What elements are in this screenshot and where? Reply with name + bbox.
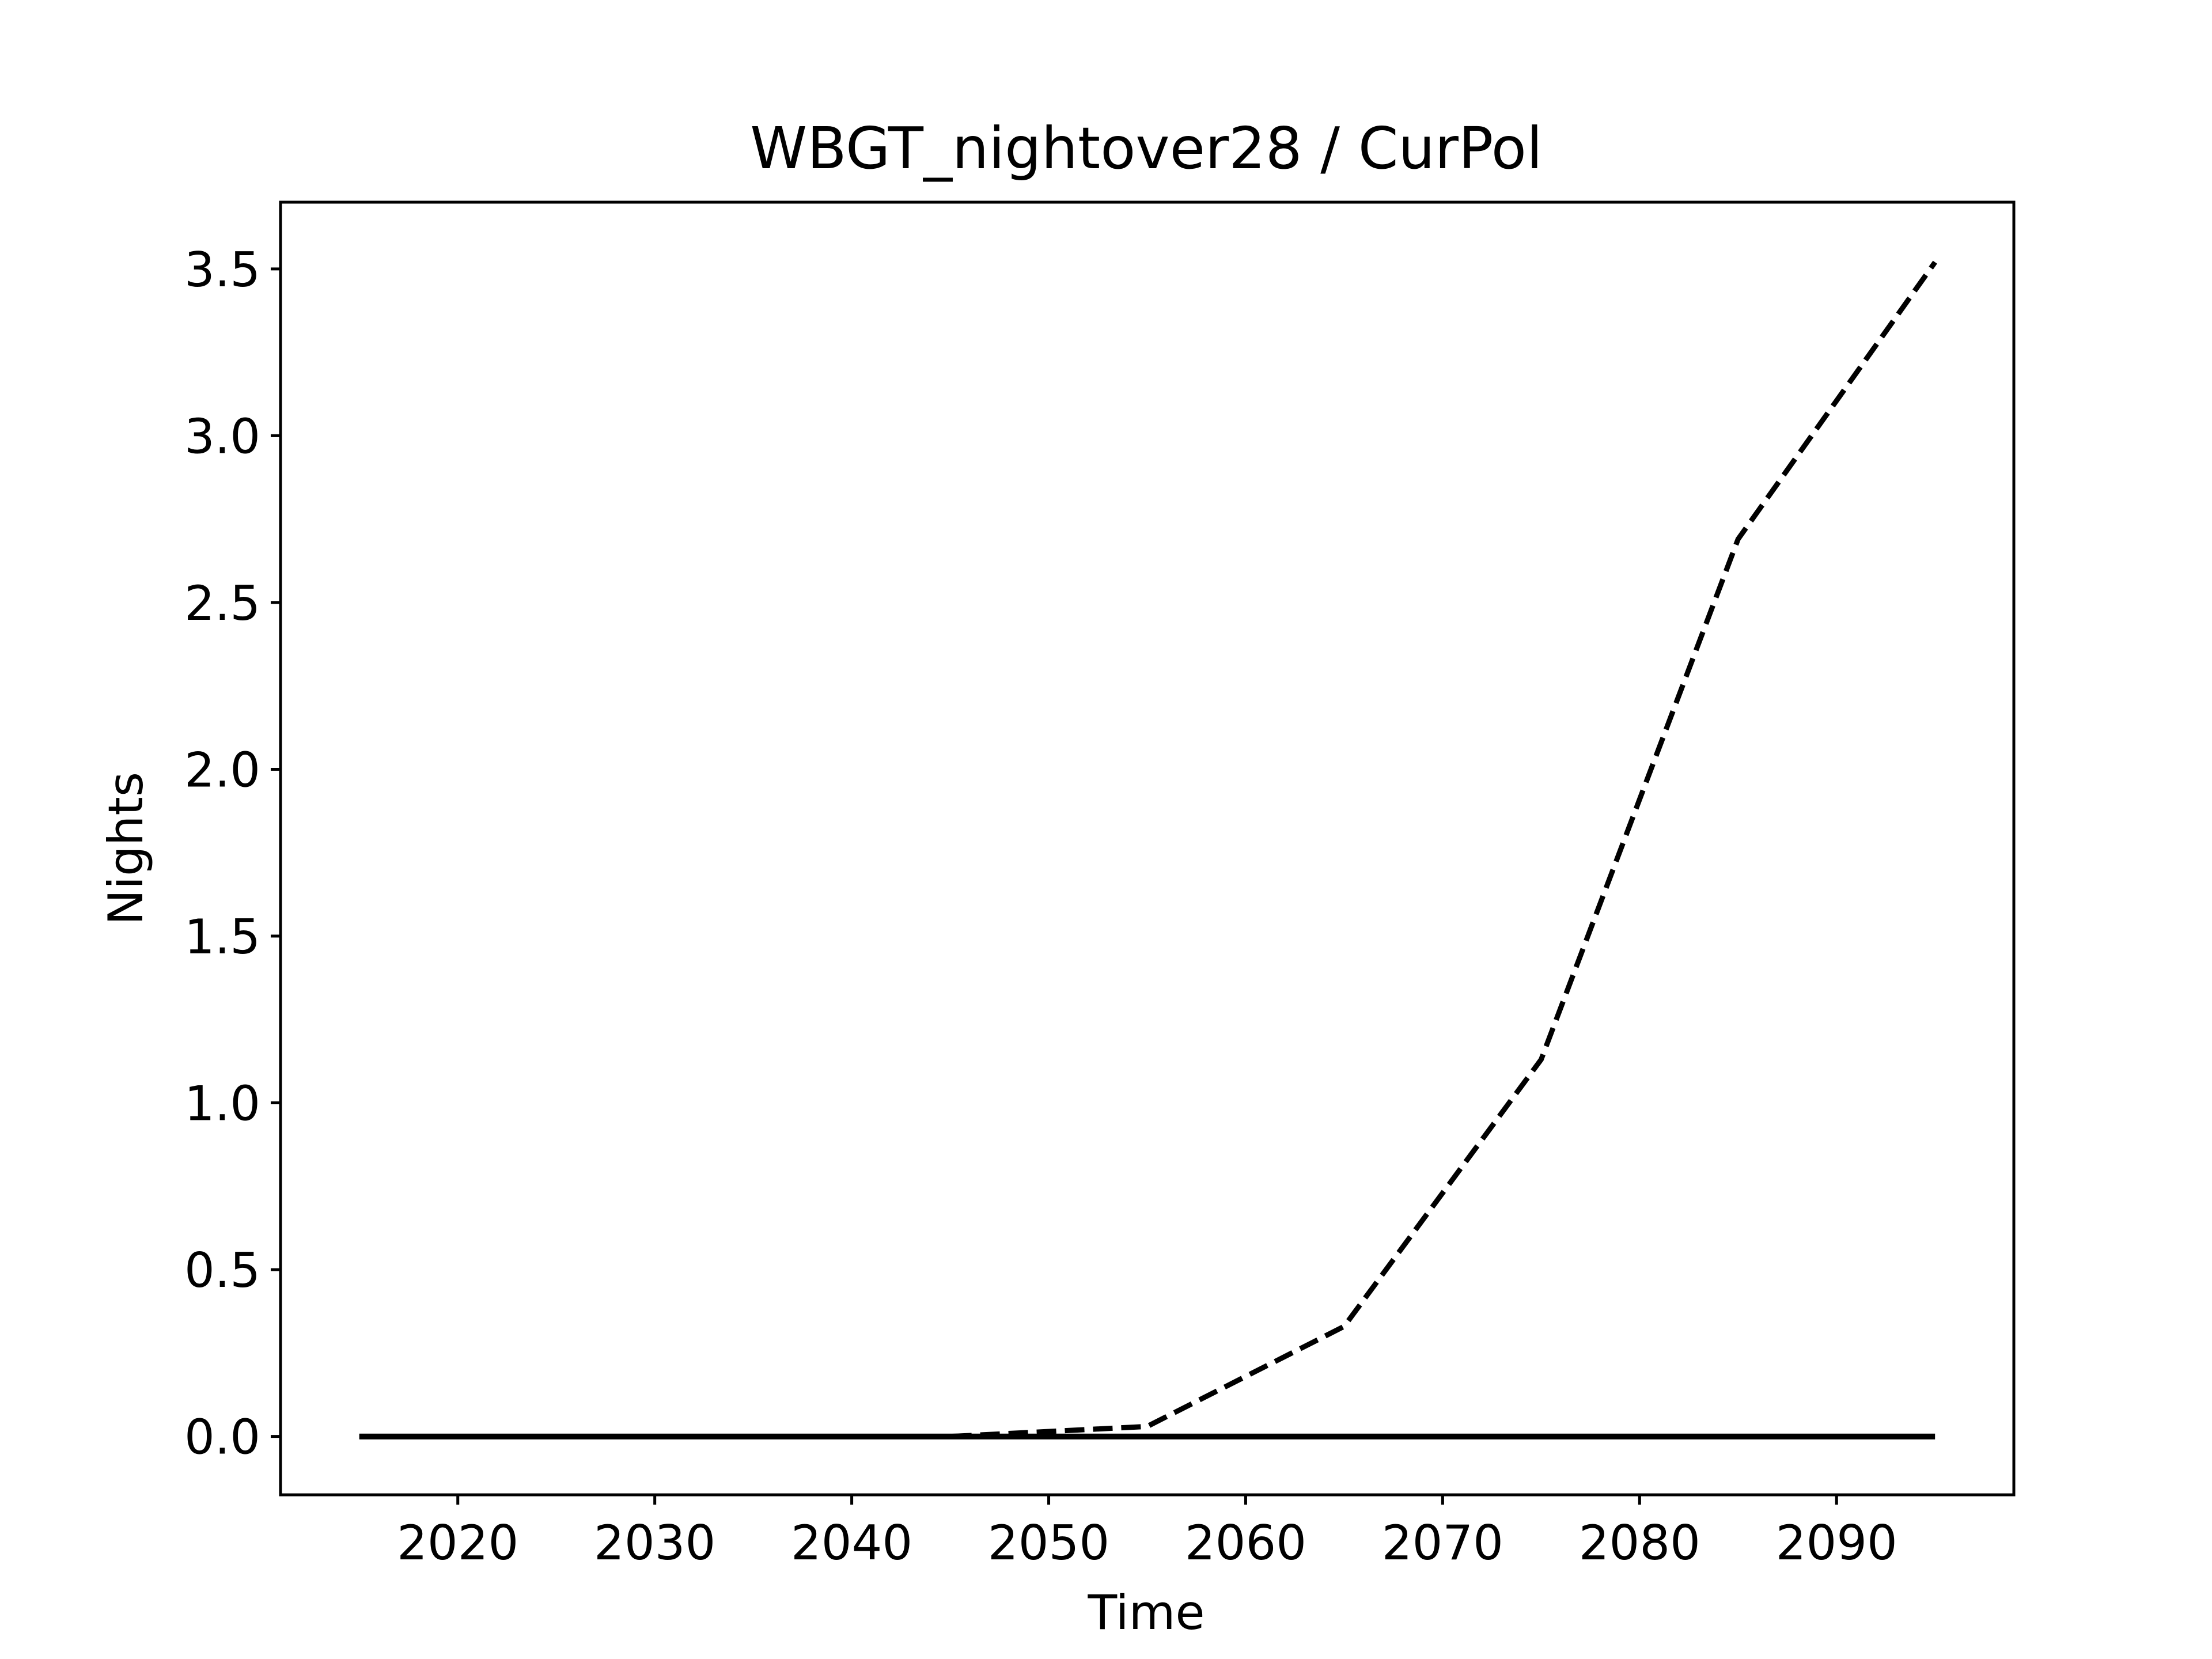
x-tick-label: 2090 [1776, 1515, 1897, 1571]
x-axis-label: Time [1087, 1585, 1205, 1641]
y-tick-label: 2.5 [184, 575, 260, 631]
chart-title: WBGT_nightover28 / CurPol [750, 115, 1543, 182]
x-tick-label: 2080 [1579, 1515, 1700, 1571]
y-tick-label: 1.0 [184, 1076, 260, 1132]
y-tick-label: 0.0 [184, 1410, 260, 1465]
y-axis-label: Nights [98, 772, 154, 925]
plot-frame [279, 200, 2016, 1497]
x-tick-label: 2020 [397, 1515, 518, 1571]
y-tick-label: 3.0 [184, 408, 260, 464]
x-tick-label: 2060 [1185, 1515, 1306, 1571]
y-tick-label: 3.5 [184, 242, 260, 298]
y-tick-label: 0.5 [184, 1243, 260, 1298]
x-tick-label: 2040 [791, 1515, 912, 1571]
x-tick-label: 2070 [1382, 1515, 1503, 1571]
y-tick-label: 1.5 [184, 909, 260, 965]
y-tick-label: 2.0 [184, 742, 260, 798]
x-axis: 2020 2030 2040 2050 2060 2070 2080 2090 [397, 1495, 1897, 1571]
series-layer [359, 260, 1937, 1440]
y-axis: 0.0 0.5 1.0 1.5 2.0 2.5 3.0 3.5 [184, 242, 281, 1465]
x-tick-label: 2050 [988, 1515, 1109, 1571]
x-tick-label: 2030 [594, 1515, 715, 1571]
